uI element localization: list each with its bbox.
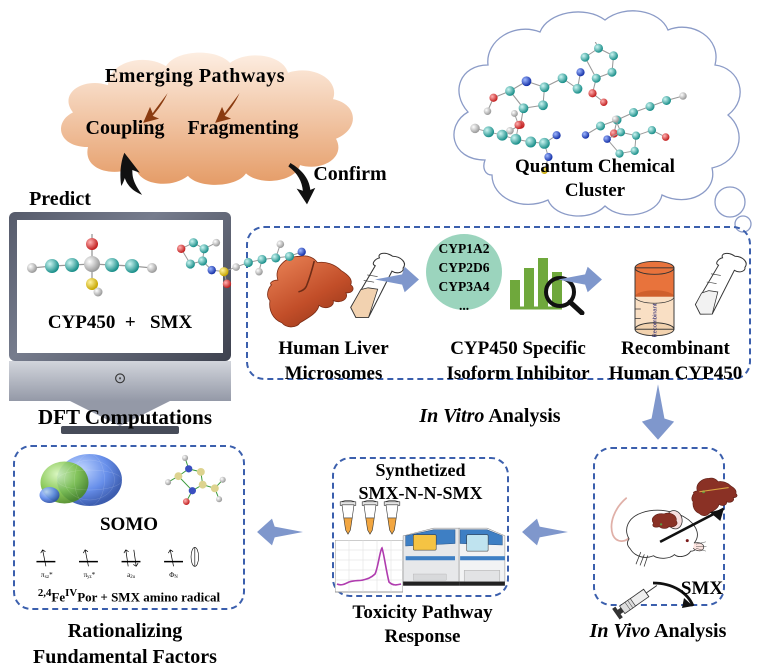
svg-text:Recombinant: Recombinant (653, 303, 659, 337)
svg-text:ΦN: ΦN (169, 571, 178, 580)
svg-text:πxz*: πxz* (41, 571, 53, 580)
svg-text:πyz*: πyz* (84, 571, 96, 580)
svg-text:a2u: a2u (127, 571, 136, 580)
